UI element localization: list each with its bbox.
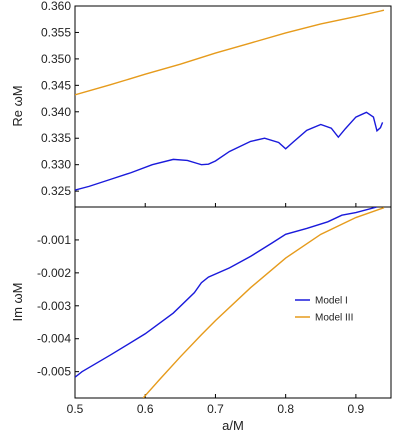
- y-tick-label: 0.335: [41, 131, 71, 145]
- y-tick-label: 0.345: [41, 78, 71, 92]
- y-tick-label: -0.003: [37, 299, 71, 313]
- top-panel: 0.325 0.330 0.335 0.340 0.345 0.350 0.355 0.360: [41, 0, 385, 207]
- y-tick-label: -0.004: [37, 332, 71, 346]
- series-line-model-i: [75, 207, 378, 378]
- x-tick-label: 0.8: [277, 402, 294, 416]
- y-tick-label: -0.005: [37, 365, 71, 379]
- y-tick-label: 0.330: [41, 158, 71, 172]
- y-tick-label: 0.350: [41, 52, 71, 66]
- top-panel-frame: [74, 5, 392, 208]
- series-line-model-iii: [75, 9, 385, 96]
- bottom-panel: -0.005 -0.004 -0.003 -0.002 -0.001 0.5 0.6 0.7 0…: [37, 207, 385, 416]
- y-tick-label: -0.002: [37, 266, 71, 280]
- top-ylabel: Re ωM: [10, 85, 25, 126]
- y-tick-label: 0.355: [41, 25, 71, 39]
- x-tick-label: 0.6: [137, 402, 154, 416]
- series-line-model-iii: [142, 207, 385, 398]
- legend-model-i-label: Model I: [315, 296, 348, 307]
- series-line-model-i: [75, 111, 384, 191]
- x-tick-label: 0.9: [348, 402, 365, 416]
- x-axis-label: a/M: [222, 418, 244, 433]
- y-tick-label: 0.340: [41, 105, 71, 119]
- y-tick-label: 0.360: [41, 0, 71, 13]
- legend: Model I Model III: [295, 296, 353, 324]
- y-tick-label: 0.325: [41, 184, 71, 198]
- bottom-panel-frame: [74, 206, 392, 399]
- bottom-ylabel: Im ωM: [10, 282, 25, 321]
- legend-model-iii-label: Model III: [315, 313, 353, 324]
- x-tick-label: 0.5: [67, 402, 84, 416]
- y-tick-label: -0.001: [37, 233, 71, 247]
- x-tick-label: 0.7: [207, 402, 224, 416]
